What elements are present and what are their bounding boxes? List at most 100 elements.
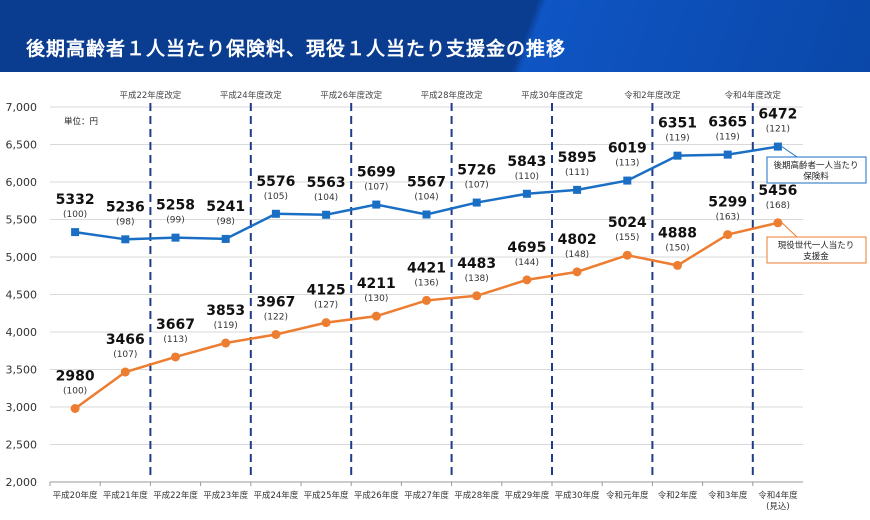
data-point bbox=[723, 150, 732, 159]
data-point bbox=[70, 404, 80, 413]
unit-label: 単位：円 bbox=[64, 116, 98, 127]
index-label: (107) bbox=[364, 183, 388, 193]
x-tick-label: 平成26年度 bbox=[354, 490, 399, 501]
data-label: 4211 bbox=[357, 276, 396, 292]
index-label: (98) bbox=[216, 217, 234, 227]
x-tick-label: 平成25年度 bbox=[304, 490, 349, 501]
index-label: (127) bbox=[314, 301, 338, 311]
data-label: 5258 bbox=[156, 198, 195, 214]
data-label: 4802 bbox=[558, 232, 597, 248]
x-tick-label: 平成27年度 bbox=[404, 490, 449, 501]
data-label: 4483 bbox=[457, 256, 496, 272]
revision-label: 平成26年度改定 bbox=[320, 90, 382, 101]
data-label: 5726 bbox=[457, 163, 496, 179]
revision-label: 令和4年度改定 bbox=[725, 90, 782, 101]
data-point bbox=[472, 291, 482, 301]
index-label: (150) bbox=[665, 243, 689, 253]
data-point bbox=[773, 142, 782, 151]
y-tick-label: 4,500 bbox=[6, 289, 38, 302]
data-point bbox=[572, 267, 582, 277]
revision-label: 平成30年度改定 bbox=[521, 90, 583, 101]
legend-label: 支援金 bbox=[803, 251, 829, 262]
data-label: 4695 bbox=[507, 240, 546, 256]
data-point bbox=[723, 230, 733, 240]
y-tick-label: 6,500 bbox=[6, 139, 38, 152]
header-banner: 後期高齢者１人当たり保険料、現役１人当たり支援金の推移 bbox=[0, 0, 870, 72]
y-tick-label: 2,500 bbox=[6, 439, 38, 452]
index-label: (144) bbox=[515, 258, 539, 268]
data-point bbox=[673, 151, 682, 160]
data-label: 5895 bbox=[558, 150, 597, 166]
x-tick-label: 平成20年度 bbox=[53, 490, 98, 501]
x-tick-label: 平成29年度 bbox=[504, 490, 549, 501]
legend-box bbox=[766, 236, 867, 264]
x-tick-label: 令和3年度 bbox=[708, 490, 748, 501]
data-point bbox=[522, 189, 531, 198]
data-label: 6019 bbox=[608, 141, 647, 157]
x-tick-label: 令和2年度 bbox=[658, 490, 698, 501]
data-point bbox=[171, 233, 180, 242]
revision-label: 平成28年度改定 bbox=[421, 90, 483, 101]
index-label: (119) bbox=[665, 134, 689, 144]
index-label: (121) bbox=[766, 125, 790, 135]
index-label: (168) bbox=[766, 201, 790, 211]
y-tick-label: 5,500 bbox=[6, 214, 38, 227]
data-label: 5843 bbox=[507, 154, 546, 170]
data-point bbox=[121, 235, 130, 244]
data-point bbox=[773, 218, 783, 228]
data-point bbox=[221, 234, 230, 243]
data-point bbox=[371, 311, 381, 321]
x-tick-label: 平成30年度 bbox=[555, 490, 600, 501]
index-label: (104) bbox=[414, 192, 438, 202]
data-point bbox=[422, 210, 431, 219]
data-label: 5567 bbox=[407, 174, 446, 190]
index-label: (155) bbox=[615, 233, 639, 243]
x-tick-label: 平成28年度 bbox=[454, 490, 499, 501]
legend-label: 後期高齢者一人当たり bbox=[773, 160, 858, 171]
y-tick-label: 5,000 bbox=[6, 251, 38, 264]
data-point bbox=[221, 338, 231, 348]
data-label: 4421 bbox=[407, 260, 446, 276]
x-tick-label: 平成23年度 bbox=[203, 490, 248, 501]
data-point bbox=[71, 228, 80, 237]
index-label: (110) bbox=[515, 172, 539, 182]
y-tick-label: 6,000 bbox=[6, 176, 38, 189]
data-point bbox=[673, 260, 682, 270]
callout-leader bbox=[781, 222, 798, 238]
legend-label: 保険料 bbox=[803, 171, 829, 182]
data-point bbox=[573, 185, 582, 194]
data-point bbox=[271, 329, 281, 339]
data-point bbox=[171, 352, 180, 362]
data-label: 5456 bbox=[758, 183, 797, 199]
index-label: (119) bbox=[716, 133, 740, 143]
data-label: 2980 bbox=[56, 369, 95, 385]
index-label: (163) bbox=[716, 213, 740, 223]
data-point bbox=[120, 367, 130, 377]
data-point bbox=[372, 200, 381, 209]
data-point bbox=[422, 295, 431, 305]
revision-label: 令和2年度改定 bbox=[624, 90, 681, 101]
index-label: (100) bbox=[63, 387, 87, 397]
x-tick-label: 令和元年度 bbox=[606, 490, 649, 501]
data-label: 3853 bbox=[206, 303, 245, 319]
index-label: (105) bbox=[264, 192, 288, 202]
data-label: 5024 bbox=[608, 215, 647, 231]
x-tick-label: 令和4年度 bbox=[758, 490, 798, 501]
index-label: (104) bbox=[314, 193, 338, 203]
data-label: 6472 bbox=[758, 107, 797, 123]
data-label: 6351 bbox=[658, 116, 697, 132]
index-label: (122) bbox=[264, 312, 288, 322]
y-tick-label: 4,000 bbox=[6, 326, 38, 339]
legend-box bbox=[766, 156, 867, 184]
data-point bbox=[622, 250, 632, 260]
y-tick-label: 3,500 bbox=[6, 364, 38, 377]
x-tick-label: (見込) bbox=[766, 501, 790, 512]
data-label: 3667 bbox=[156, 317, 195, 333]
data-label: 5299 bbox=[708, 195, 747, 211]
index-label: (107) bbox=[465, 181, 489, 191]
index-label: (107) bbox=[113, 350, 137, 360]
data-label: 6365 bbox=[708, 115, 747, 131]
index-label: (138) bbox=[465, 274, 489, 284]
index-label: (130) bbox=[364, 294, 388, 304]
x-tick-label: 平成24年度 bbox=[253, 490, 298, 501]
